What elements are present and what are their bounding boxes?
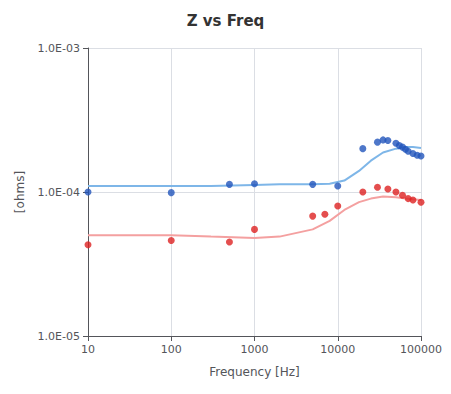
svg-text:10000: 10000	[320, 343, 355, 356]
svg-text:[ohms]: [ohms]	[13, 171, 27, 213]
svg-text:1.0E-05: 1.0E-05	[38, 330, 80, 343]
svg-text:10: 10	[81, 343, 95, 356]
svg-text:100000: 100000	[400, 343, 442, 356]
svg-text:Z vs Freq: Z vs Freq	[187, 12, 265, 30]
svg-text:1.0E-03: 1.0E-03	[38, 42, 80, 55]
svg-text:1.0E-04: 1.0E-04	[38, 186, 80, 199]
svg-text:Frequency [Hz]: Frequency [Hz]	[209, 365, 300, 379]
svg-text:100: 100	[161, 343, 182, 356]
svg-text:1000: 1000	[241, 343, 269, 356]
